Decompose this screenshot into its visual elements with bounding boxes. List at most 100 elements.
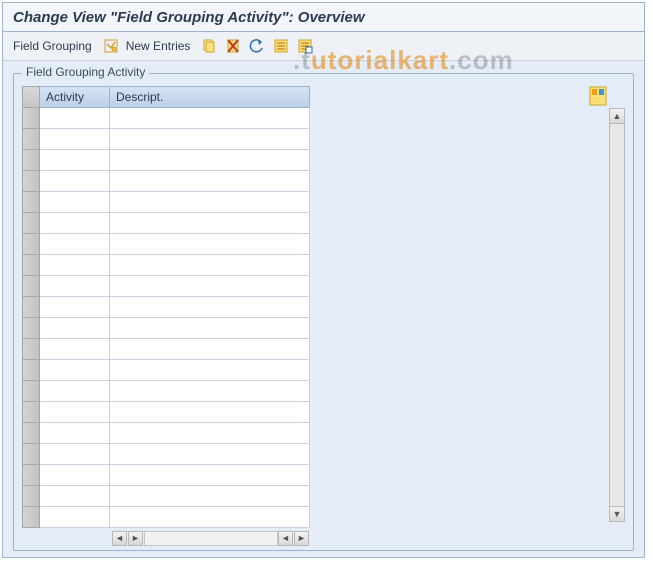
cell-activity[interactable]: [40, 444, 110, 465]
window-title: Change View "Field Grouping Activity": O…: [3, 3, 644, 28]
cell-descript[interactable]: [110, 339, 310, 360]
column-header-activity[interactable]: Activity: [40, 86, 110, 108]
cell-activity[interactable]: [40, 402, 110, 423]
cell-activity[interactable]: [40, 339, 110, 360]
select-all-header[interactable]: [22, 86, 40, 108]
row-selector[interactable]: [22, 150, 40, 171]
select-all-icon[interactable]: [272, 37, 290, 55]
cell-descript[interactable]: [110, 213, 310, 234]
row-selector[interactable]: [22, 276, 40, 297]
row-selector[interactable]: [22, 297, 40, 318]
row-selector[interactable]: [22, 234, 40, 255]
table-row: [22, 318, 310, 339]
cell-descript[interactable]: [110, 297, 310, 318]
cell-descript[interactable]: [110, 486, 310, 507]
row-selector[interactable]: [22, 339, 40, 360]
table-row: [22, 297, 310, 318]
cell-descript[interactable]: [110, 465, 310, 486]
row-selector[interactable]: [22, 423, 40, 444]
field-grouping-button[interactable]: Field Grouping: [13, 39, 92, 53]
cell-descript[interactable]: [110, 234, 310, 255]
cell-descript[interactable]: [110, 150, 310, 171]
column-header-descript[interactable]: Descript.: [110, 86, 310, 108]
row-selector[interactable]: [22, 486, 40, 507]
scroll-up-icon[interactable]: ▲: [610, 109, 624, 124]
cell-activity[interactable]: [40, 360, 110, 381]
table-body: [22, 108, 310, 528]
cell-activity[interactable]: [40, 486, 110, 507]
row-selector[interactable]: [22, 318, 40, 339]
cell-activity[interactable]: [40, 297, 110, 318]
cell-activity[interactable]: [40, 213, 110, 234]
cell-descript[interactable]: [110, 276, 310, 297]
cell-descript[interactable]: [110, 360, 310, 381]
cell-descript[interactable]: [110, 192, 310, 213]
cell-activity[interactable]: [40, 255, 110, 276]
cell-activity[interactable]: [40, 192, 110, 213]
delete-icon[interactable]: [224, 37, 242, 55]
cell-activity[interactable]: [40, 234, 110, 255]
cell-descript[interactable]: [110, 108, 310, 129]
table-header-row: Activity Descript.: [22, 86, 310, 108]
cell-descript[interactable]: [110, 255, 310, 276]
cell-activity[interactable]: [40, 507, 110, 528]
scroll-left2-icon[interactable]: ◄: [278, 531, 293, 546]
row-selector[interactable]: [22, 108, 40, 129]
row-selector[interactable]: [22, 129, 40, 150]
copy-icon[interactable]: [200, 37, 218, 55]
new-entries-button[interactable]: New Entries: [126, 39, 191, 53]
cell-activity[interactable]: [40, 276, 110, 297]
undo-icon[interactable]: [248, 37, 266, 55]
row-selector[interactable]: [22, 507, 40, 528]
cell-activity[interactable]: [40, 108, 110, 129]
row-selector[interactable]: [22, 444, 40, 465]
row-selector[interactable]: [22, 213, 40, 234]
table-row: [22, 150, 310, 171]
cell-activity[interactable]: [40, 129, 110, 150]
cell-descript[interactable]: [110, 507, 310, 528]
cell-descript[interactable]: [110, 423, 310, 444]
details-icon[interactable]: [102, 37, 120, 55]
cell-activity[interactable]: [40, 318, 110, 339]
table-region: Activity Descript. ◄ ► ◄ ►: [14, 74, 633, 550]
table-row: [22, 171, 310, 192]
cell-activity[interactable]: [40, 171, 110, 192]
table-row: [22, 192, 310, 213]
row-selector[interactable]: [22, 381, 40, 402]
table-row: [22, 234, 310, 255]
hscroll-track[interactable]: [144, 531, 278, 546]
table-row: [22, 255, 310, 276]
row-selector[interactable]: [22, 255, 40, 276]
cell-descript[interactable]: [110, 381, 310, 402]
group-box: Field Grouping Activity Activity Descrip…: [13, 73, 634, 551]
table-row: [22, 444, 310, 465]
row-selector[interactable]: [22, 402, 40, 423]
vertical-scrollbar[interactable]: ▲ ▼: [609, 108, 625, 522]
row-selector[interactable]: [22, 465, 40, 486]
scroll-down-icon[interactable]: ▼: [610, 506, 624, 521]
cell-descript[interactable]: [110, 129, 310, 150]
cell-activity[interactable]: [40, 381, 110, 402]
table-row: [22, 339, 310, 360]
scroll-left-icon[interactable]: ◄: [112, 531, 127, 546]
table-wrapper: Activity Descript. ◄ ► ◄ ►: [22, 86, 310, 546]
row-selector[interactable]: [22, 360, 40, 381]
table-row: [22, 129, 310, 150]
cell-descript[interactable]: [110, 444, 310, 465]
deselect-all-icon[interactable]: [296, 37, 314, 55]
cell-activity[interactable]: [40, 150, 110, 171]
scroll-right2-icon[interactable]: ►: [294, 531, 309, 546]
horizontal-scrollbar: ◄ ► ◄ ►: [22, 530, 310, 546]
table-settings-icon[interactable]: [589, 86, 607, 106]
row-selector[interactable]: [22, 192, 40, 213]
cell-activity[interactable]: [40, 465, 110, 486]
cell-descript[interactable]: [110, 402, 310, 423]
scroll-right-icon[interactable]: ►: [128, 531, 143, 546]
cell-activity[interactable]: [40, 423, 110, 444]
table-row: [22, 486, 310, 507]
cell-descript[interactable]: [110, 318, 310, 339]
application-toolbar: Field Grouping New Entries: [3, 32, 644, 61]
cell-descript[interactable]: [110, 171, 310, 192]
table-row: [22, 465, 310, 486]
row-selector[interactable]: [22, 171, 40, 192]
